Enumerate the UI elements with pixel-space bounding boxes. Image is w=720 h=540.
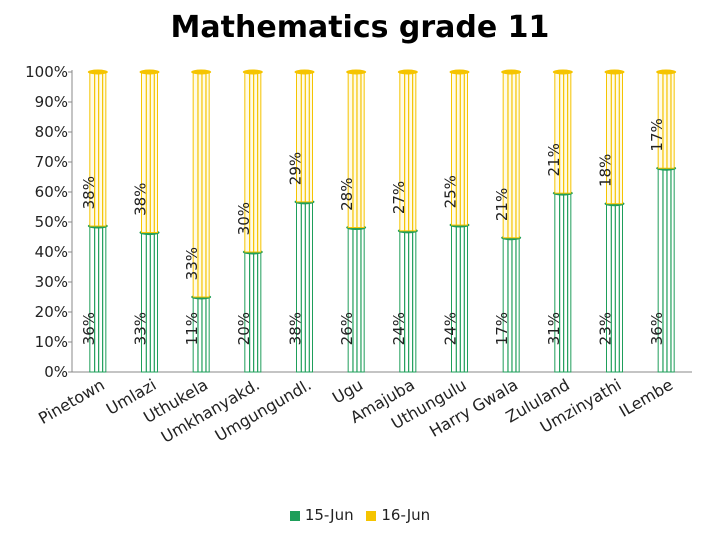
x-tick-label: Pinetown [35,375,108,428]
y-tick-label: 10% [35,333,68,351]
bars [87,69,677,373]
data-label-16-jun: 30% [235,202,253,235]
y-tick-label: 0% [44,363,68,381]
y-tick-label: 30% [35,273,68,291]
legend-label-16-jun: 16-Jun [381,506,431,524]
x-tick-labels: PinetownUmlaziUthukelaUmkhanyakd.Umgungu… [35,375,676,447]
chart-title: Mathematics grade 11 [170,10,550,45]
data-label-16-jun: 21% [545,143,563,176]
data-label-16-jun: 18% [597,154,615,187]
data-label-15-jun: 33% [132,312,150,345]
bar-15-jun [399,230,417,373]
x-tick-label: ILembe [616,375,676,421]
bar-15-jun [89,225,107,373]
data-label-16-jun: 38% [80,176,98,209]
legend-item-15-jun: 15-Jun [289,506,354,524]
y-tick-label: 100% [25,63,68,81]
bar-15-jun [606,203,623,373]
data-label-15-jun: 17% [493,312,511,345]
data-label-15-jun: 36% [80,312,98,345]
bar-15-jun [244,251,262,373]
data-label-15-jun: 24% [442,312,460,345]
bar-16-jun-cap [501,69,522,75]
data-label-16-jun: 25% [442,175,460,208]
data-label-16-jun: 17% [648,118,666,151]
bar-16-jun-cap [397,69,418,75]
data-label-16-jun: 33% [183,247,201,280]
bar-15-jun [141,232,158,373]
data-label-15-jun: 31% [545,312,563,345]
bar-16-jun-cap [191,69,212,75]
data-label-15-jun: 26% [338,312,356,345]
bar-16-jun-cap [294,69,315,75]
axes: 0% 10% 20% 30% 40% 50% 60% 70% 80% 90% 100% [25,63,692,381]
data-label-16-jun: 38% [132,183,150,216]
data-label-16-jun: 21% [493,188,511,221]
bar-16-jun-cap [449,69,470,75]
legend-swatch-15-jun [289,510,300,521]
bar-16-jun-cap [552,69,573,75]
bar-15-jun [451,224,468,373]
bar-15-jun [296,201,313,373]
legend-swatch-16-jun [366,510,377,521]
y-tick-label: 70% [35,153,68,171]
data-label-16-jun: 27% [390,181,408,214]
data-label-15-jun: 24% [390,312,408,345]
data-label-15-jun: 36% [648,312,666,345]
legend-label-15-jun: 15-Jun [304,506,354,524]
data-label-15-jun: 11% [183,312,201,345]
bar-16-jun-cap [656,69,677,75]
y-tick-label: 40% [35,243,68,261]
data-label-15-jun: 20% [235,312,253,345]
legend-item-16-jun: 16-Jun [366,506,430,524]
bar-16-jun-cap [604,69,625,75]
bar-16-jun-cap [87,69,108,75]
data-label-15-jun: 23% [597,312,615,345]
y-tick-label: 80% [35,123,68,141]
bar-15-jun [502,237,520,373]
bar-16-jun-cap [139,69,160,75]
y-tick-label: 60% [35,183,68,201]
bar-16-jun-cap [242,69,263,75]
data-label-15-jun: 38% [287,312,305,345]
data-label-16-jun: 29% [287,152,305,185]
bar-16-jun-cap [346,69,367,75]
y-tick-label: 90% [35,93,68,111]
legend: 15-Jun 16-Jun [0,506,720,524]
data-label-16-jun: 28% [338,178,356,211]
data-labels: 36% 38% 33% 38% 11% 33% 20% 30% 38% 29% 26% 28% 24% 2… [80,118,666,345]
bar-15-jun [347,227,365,373]
y-tick-label: 50% [35,213,68,231]
y-tick-label: 20% [35,303,68,321]
